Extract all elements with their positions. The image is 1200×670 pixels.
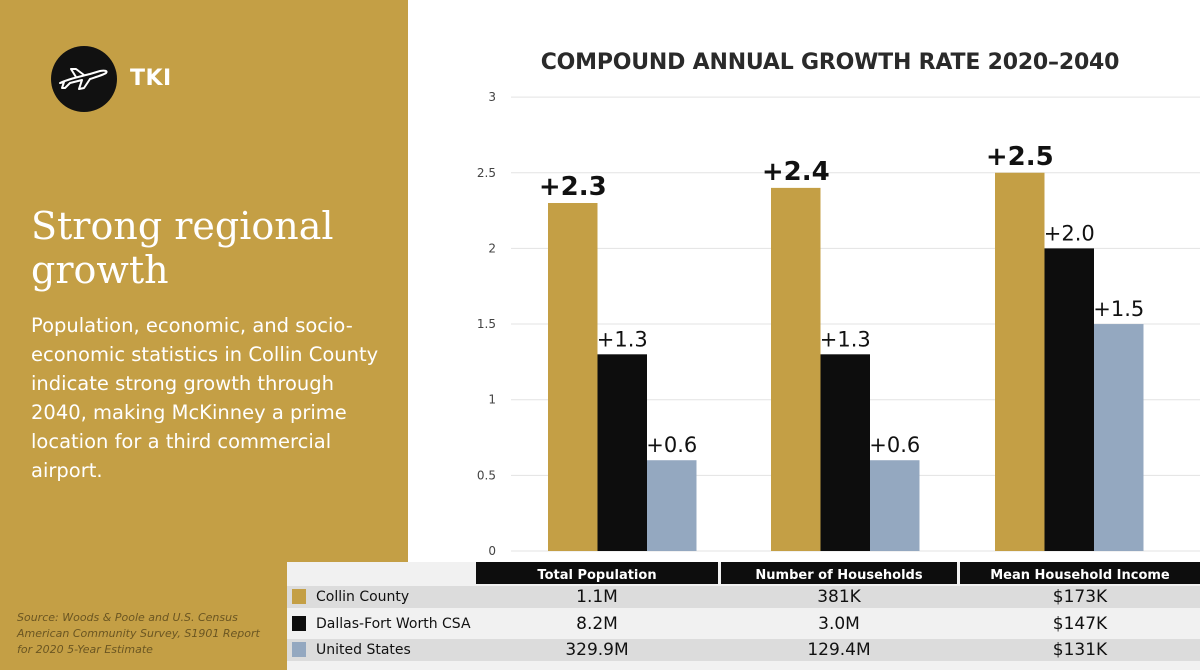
logo-badge xyxy=(51,46,117,112)
legend-swatch-us xyxy=(292,642,306,657)
bar-2-2 xyxy=(1094,324,1144,551)
brand-name: TKI xyxy=(130,66,172,91)
stats-table: Total Population Number of Households Me… xyxy=(287,562,1200,670)
table-cell: $173K xyxy=(1052,587,1108,607)
bar-2-0 xyxy=(647,460,697,551)
table-row: Collin County 1.1M 381K $173K xyxy=(287,586,1200,608)
description-text: Population, economic, and socio-economic… xyxy=(31,314,379,482)
y-tick-label: 1 xyxy=(488,393,496,407)
y-tick-label: 1.5 xyxy=(477,317,496,331)
table-cell: 129.4M xyxy=(807,640,871,660)
data-label: +2.3 xyxy=(539,172,607,202)
table-cell: 381K xyxy=(817,587,861,607)
legend-swatch-collin xyxy=(292,589,306,604)
page-title: Strong regional growth xyxy=(31,204,334,292)
data-label: +1.5 xyxy=(1093,297,1144,321)
data-label: +1.3 xyxy=(597,327,648,351)
y-tick-label: 0 xyxy=(488,544,496,558)
table-cell: $147K xyxy=(1052,614,1108,634)
y-tick-label: 0.5 xyxy=(477,468,496,482)
table-row: United States 329.9M 129.4M $131K xyxy=(287,639,1200,661)
bar-0-0 xyxy=(548,203,598,551)
y-tick-label: 2.5 xyxy=(477,166,496,180)
chart-title: COMPOUND ANNUAL GROWTH RATE 2020–2040 xyxy=(540,50,1120,75)
airplane-icon xyxy=(59,68,108,90)
growth-bar-chart: 0 0.5 1 1.5 2 2.5 3 +2.3 +1.3 +0.6 +2.4 +1.3 +0.6 +2.… xyxy=(477,90,1200,558)
y-tick-label: 2 xyxy=(488,241,496,255)
bar-0-1 xyxy=(771,187,821,551)
bar-1-0 xyxy=(597,354,647,551)
data-label: +2.0 xyxy=(1044,221,1095,245)
left-panel: TKI Strong regional growth Population, e… xyxy=(0,0,408,670)
table-cell: 329.9M xyxy=(565,640,629,660)
row-label: United States xyxy=(316,642,411,658)
y-tick-label: 3 xyxy=(488,90,496,104)
row-label: Collin County xyxy=(316,589,410,605)
source-note: Source: Woods & Poole and U.S. Census Am… xyxy=(17,611,260,656)
bar-2-1 xyxy=(870,460,920,551)
table-cell: 1.1M xyxy=(576,587,618,607)
legend-swatch-dfw xyxy=(292,616,306,631)
data-label: +2.4 xyxy=(762,157,830,187)
table-cell: $131K xyxy=(1052,640,1108,660)
data-label: +0.6 xyxy=(646,433,697,457)
bar-0-2 xyxy=(995,172,1045,551)
table-header-income: Mean Household Income xyxy=(960,562,1200,584)
table-cell: 8.2M xyxy=(576,614,618,634)
data-label: +1.3 xyxy=(820,327,871,351)
table-header-population: Total Population xyxy=(476,562,718,584)
row-label: Dallas-Fort Worth CSA xyxy=(316,616,471,632)
table-cell: 3.0M xyxy=(818,614,860,634)
data-label: +0.6 xyxy=(869,433,920,457)
bar-1-2 xyxy=(1044,248,1094,551)
table-row: Dallas-Fort Worth CSA 8.2M 3.0M $147K xyxy=(287,613,1200,635)
bar-1-1 xyxy=(820,354,870,551)
data-label: +2.5 xyxy=(986,142,1054,172)
table-header-households: Number of Households xyxy=(721,562,957,584)
